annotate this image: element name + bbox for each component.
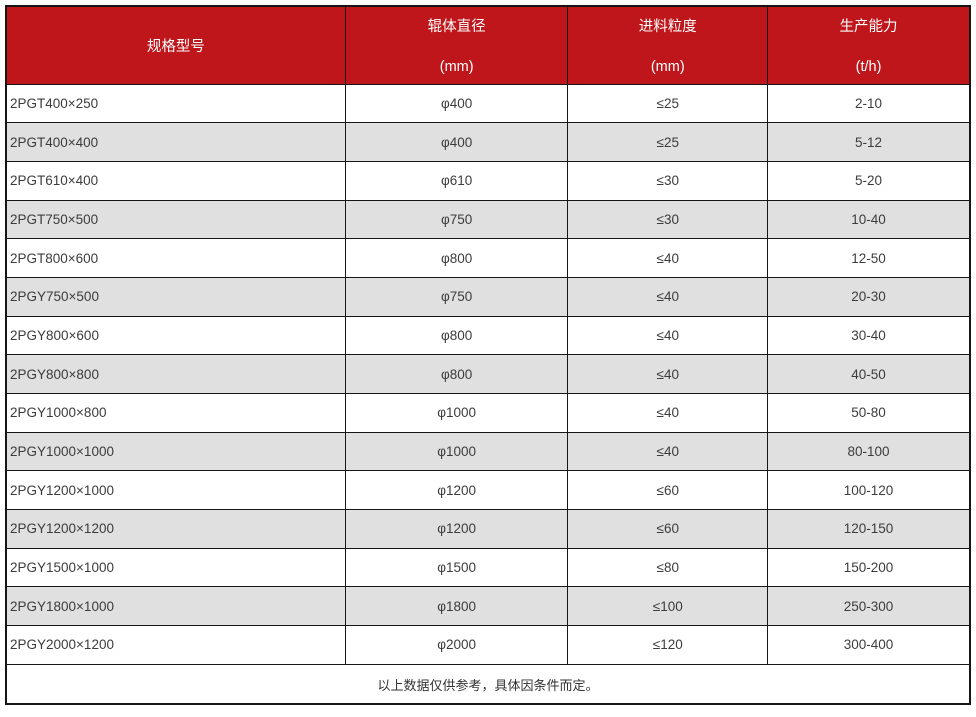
model-cell: 2PGT400×400 bbox=[5, 122, 346, 162]
table-row: 2PGY1800×1000 φ1800 ≤100 250-300 bbox=[5, 586, 971, 627]
value-cell: φ1200 bbox=[344, 470, 569, 511]
value-cell: φ1000 bbox=[344, 431, 569, 472]
value-cell: ≤120 bbox=[567, 625, 769, 665]
model-cell: 2PGY1000×1000 bbox=[5, 431, 346, 472]
value-cell: φ1500 bbox=[344, 547, 569, 588]
table-row: 2PGY800×800 φ800 ≤40 40-50 bbox=[5, 354, 971, 394]
value-cell: 20-30 bbox=[767, 276, 971, 317]
header-capacity-title: 生产能力 bbox=[839, 19, 898, 36]
header-cell-feed-size: 进料粒度 (mm) bbox=[567, 5, 769, 85]
value-cell: ≤40 bbox=[567, 238, 769, 278]
model-cell: 2PGY1800×1000 bbox=[5, 586, 346, 627]
value-cell: φ400 bbox=[344, 83, 569, 124]
value-cell: ≤40 bbox=[567, 393, 769, 433]
value-cell: ≤30 bbox=[567, 160, 769, 201]
value-cell: φ2000 bbox=[344, 625, 569, 665]
table-row: 2PGY1000×800 φ1000 ≤40 50-80 bbox=[5, 393, 971, 433]
value-cell: 120-150 bbox=[767, 509, 971, 549]
table-row: 2PGY750×500 φ750 ≤40 20-30 bbox=[5, 276, 971, 317]
spec-table-footer: 以上数据仅供参考，具体因条件而定。 bbox=[5, 663, 971, 705]
value-cell: 100-120 bbox=[767, 470, 971, 511]
value-cell: φ1800 bbox=[344, 586, 569, 627]
model-cell: 2PGT800×600 bbox=[5, 238, 346, 278]
value-cell: ≤30 bbox=[567, 199, 769, 240]
value-cell: 12-50 bbox=[767, 238, 971, 278]
value-cell: 2-10 bbox=[767, 83, 971, 124]
header-cell-roller-diameter: 辊体直径 (mm) bbox=[344, 5, 569, 85]
value-cell: 250-300 bbox=[767, 586, 971, 627]
table-row: 2PGT400×250 φ400 ≤25 2-10 bbox=[5, 83, 971, 124]
model-cell: 2PGT610×400 bbox=[5, 160, 346, 201]
model-cell: 2PGY1200×1200 bbox=[5, 509, 346, 549]
value-cell: φ800 bbox=[344, 315, 569, 356]
value-cell: 5-12 bbox=[767, 122, 971, 162]
model-cell: 2PGY1000×800 bbox=[5, 393, 346, 433]
value-cell: ≤80 bbox=[567, 547, 769, 588]
value-cell: ≤25 bbox=[567, 122, 769, 162]
value-cell: ≤25 bbox=[567, 83, 769, 124]
header-roller-diameter-title: 辊体直径 bbox=[427, 19, 486, 36]
footnote-row: 以上数据仅供参考，具体因条件而定。 bbox=[5, 663, 971, 705]
header-feed-size-title: 进料粒度 bbox=[638, 19, 697, 36]
value-cell: 30-40 bbox=[767, 315, 971, 356]
value-cell: 10-40 bbox=[767, 199, 971, 240]
value-cell: ≤60 bbox=[567, 470, 769, 511]
footnote-text: 以上数据仅供参考，具体因条件而定。 bbox=[5, 663, 971, 705]
model-cell: 2PGT750×500 bbox=[5, 199, 346, 240]
table-row: 2PGY1000×1000 φ1000 ≤40 80-100 bbox=[5, 431, 971, 472]
model-cell: 2PGY800×800 bbox=[5, 354, 346, 394]
value-cell: ≤40 bbox=[567, 354, 769, 394]
model-cell: 2PGY750×500 bbox=[5, 276, 346, 317]
table-row: 2PGT400×400 φ400 ≤25 5-12 bbox=[5, 122, 971, 162]
value-cell: φ1200 bbox=[344, 509, 569, 549]
value-cell: φ800 bbox=[344, 354, 569, 394]
spec-table-container: 规格型号 辊体直径 (mm) 进料粒度 (mm) bbox=[5, 5, 971, 706]
model-cell: 2PGY800×600 bbox=[5, 315, 346, 356]
value-cell: φ1000 bbox=[344, 393, 569, 433]
table-row: 2PGY1200×1200 φ1200 ≤60 120-150 bbox=[5, 509, 971, 549]
value-cell: φ750 bbox=[344, 276, 569, 317]
table-row: 2PGY800×600 φ800 ≤40 30-40 bbox=[5, 315, 971, 356]
table-row: 2PGY1500×1000 φ1500 ≤80 150-200 bbox=[5, 547, 971, 588]
table-row: 2PGT800×600 φ800 ≤40 12-50 bbox=[5, 238, 971, 278]
model-cell: 2PGT400×250 bbox=[5, 83, 346, 124]
spec-table-header: 规格型号 辊体直径 (mm) 进料粒度 (mm) bbox=[5, 5, 971, 85]
header-cell-model: 规格型号 bbox=[5, 5, 346, 85]
table-row: 2PGY2000×1200 φ2000 ≤120 300-400 bbox=[5, 625, 971, 665]
value-cell: ≤40 bbox=[567, 431, 769, 472]
header-row: 规格型号 辊体直径 (mm) 进料粒度 (mm) bbox=[5, 5, 971, 85]
value-cell: 80-100 bbox=[767, 431, 971, 472]
spec-table-body: 2PGT400×250 φ400 ≤25 2-10 2PGT400×400 φ400 ≤25… bbox=[5, 83, 971, 665]
model-cell: 2PGY2000×1200 bbox=[5, 625, 346, 665]
value-cell: φ610 bbox=[344, 160, 569, 201]
value-cell: 150-200 bbox=[767, 547, 971, 588]
value-cell: 40-50 bbox=[767, 354, 971, 394]
header-feed-size-unit: (mm) bbox=[650, 59, 685, 76]
value-cell: 5-20 bbox=[767, 160, 971, 201]
value-cell: ≤40 bbox=[567, 276, 769, 317]
header-capacity-unit: (t/h) bbox=[855, 59, 882, 76]
value-cell: 300-400 bbox=[767, 625, 971, 665]
spec-table: 规格型号 辊体直径 (mm) 进料粒度 (mm) bbox=[5, 5, 971, 706]
model-cell: 2PGY1200×1000 bbox=[5, 470, 346, 511]
header-cell-capacity: 生产能力 (t/h) bbox=[767, 5, 971, 85]
value-cell: ≤40 bbox=[567, 315, 769, 356]
value-cell: φ400 bbox=[344, 122, 569, 162]
header-model-title: 规格型号 bbox=[146, 38, 205, 55]
table-row: 2PGT610×400 φ610 ≤30 5-20 bbox=[5, 160, 971, 201]
model-cell: 2PGY1500×1000 bbox=[5, 547, 346, 588]
value-cell: ≤60 bbox=[567, 509, 769, 549]
table-row: 2PGT750×500 φ750 ≤30 10-40 bbox=[5, 199, 971, 240]
header-roller-diameter-unit: (mm) bbox=[439, 59, 474, 76]
value-cell: φ800 bbox=[344, 238, 569, 278]
value-cell: ≤100 bbox=[567, 586, 769, 627]
value-cell: φ750 bbox=[344, 199, 569, 240]
table-row: 2PGY1200×1000 φ1200 ≤60 100-120 bbox=[5, 470, 971, 511]
value-cell: 50-80 bbox=[767, 393, 971, 433]
